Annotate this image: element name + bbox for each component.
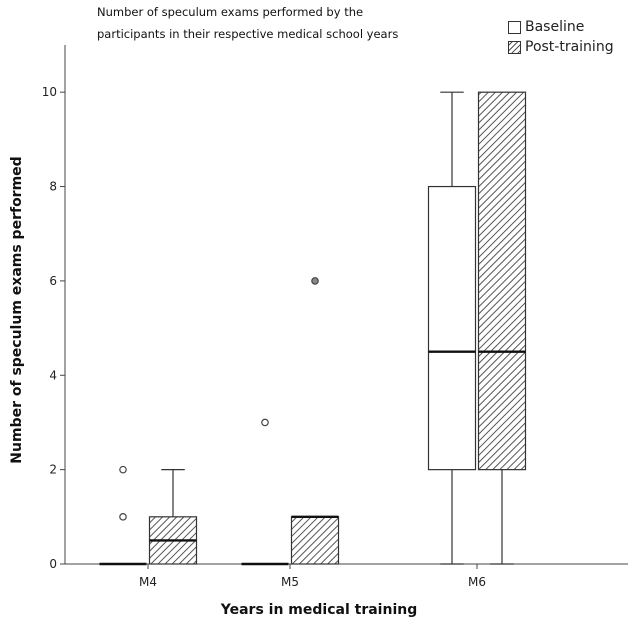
legend-item-post-training: Post-training	[508, 37, 614, 57]
legend-swatch-baseline	[508, 20, 521, 34]
y-tick-label: 0	[49, 557, 57, 571]
legend-item-baseline: Baseline	[508, 17, 614, 37]
x-axis-title: Years in medical training	[220, 602, 418, 618]
legend: Baseline Post-training	[508, 17, 614, 57]
outlier-point-post-training	[311, 277, 319, 285]
legend-swatch-post-training	[508, 40, 521, 54]
chart-title-line-1: Number of speculum exams performed by th…	[97, 5, 364, 19]
outlier-point-baseline	[119, 465, 127, 474]
y-tick-label: 6	[49, 274, 57, 288]
y-tick-label: 8	[49, 180, 57, 194]
box-baseline-m6	[427, 185, 477, 471]
chart-title-line-2: participants in their respective medical…	[97, 27, 399, 41]
y-tick-label: 2	[49, 463, 57, 477]
outlier-point-baseline	[119, 513, 127, 521]
legend-label-post-training: Post-training	[525, 39, 614, 55]
x-tick-label: M5	[281, 575, 299, 589]
outlier-point-baseline	[261, 418, 269, 427]
legend-label-baseline: Baseline	[525, 19, 585, 35]
y-axis-title: Number of speculum exams performed	[9, 156, 25, 464]
x-tick-label: M6	[468, 575, 486, 589]
x-tick-label: M4	[139, 575, 157, 589]
box-post-training-m6	[477, 91, 527, 471]
box-post-training-m5	[290, 516, 340, 565]
y-tick-label: 4	[49, 368, 57, 382]
y-tick-label: 10	[42, 85, 57, 99]
